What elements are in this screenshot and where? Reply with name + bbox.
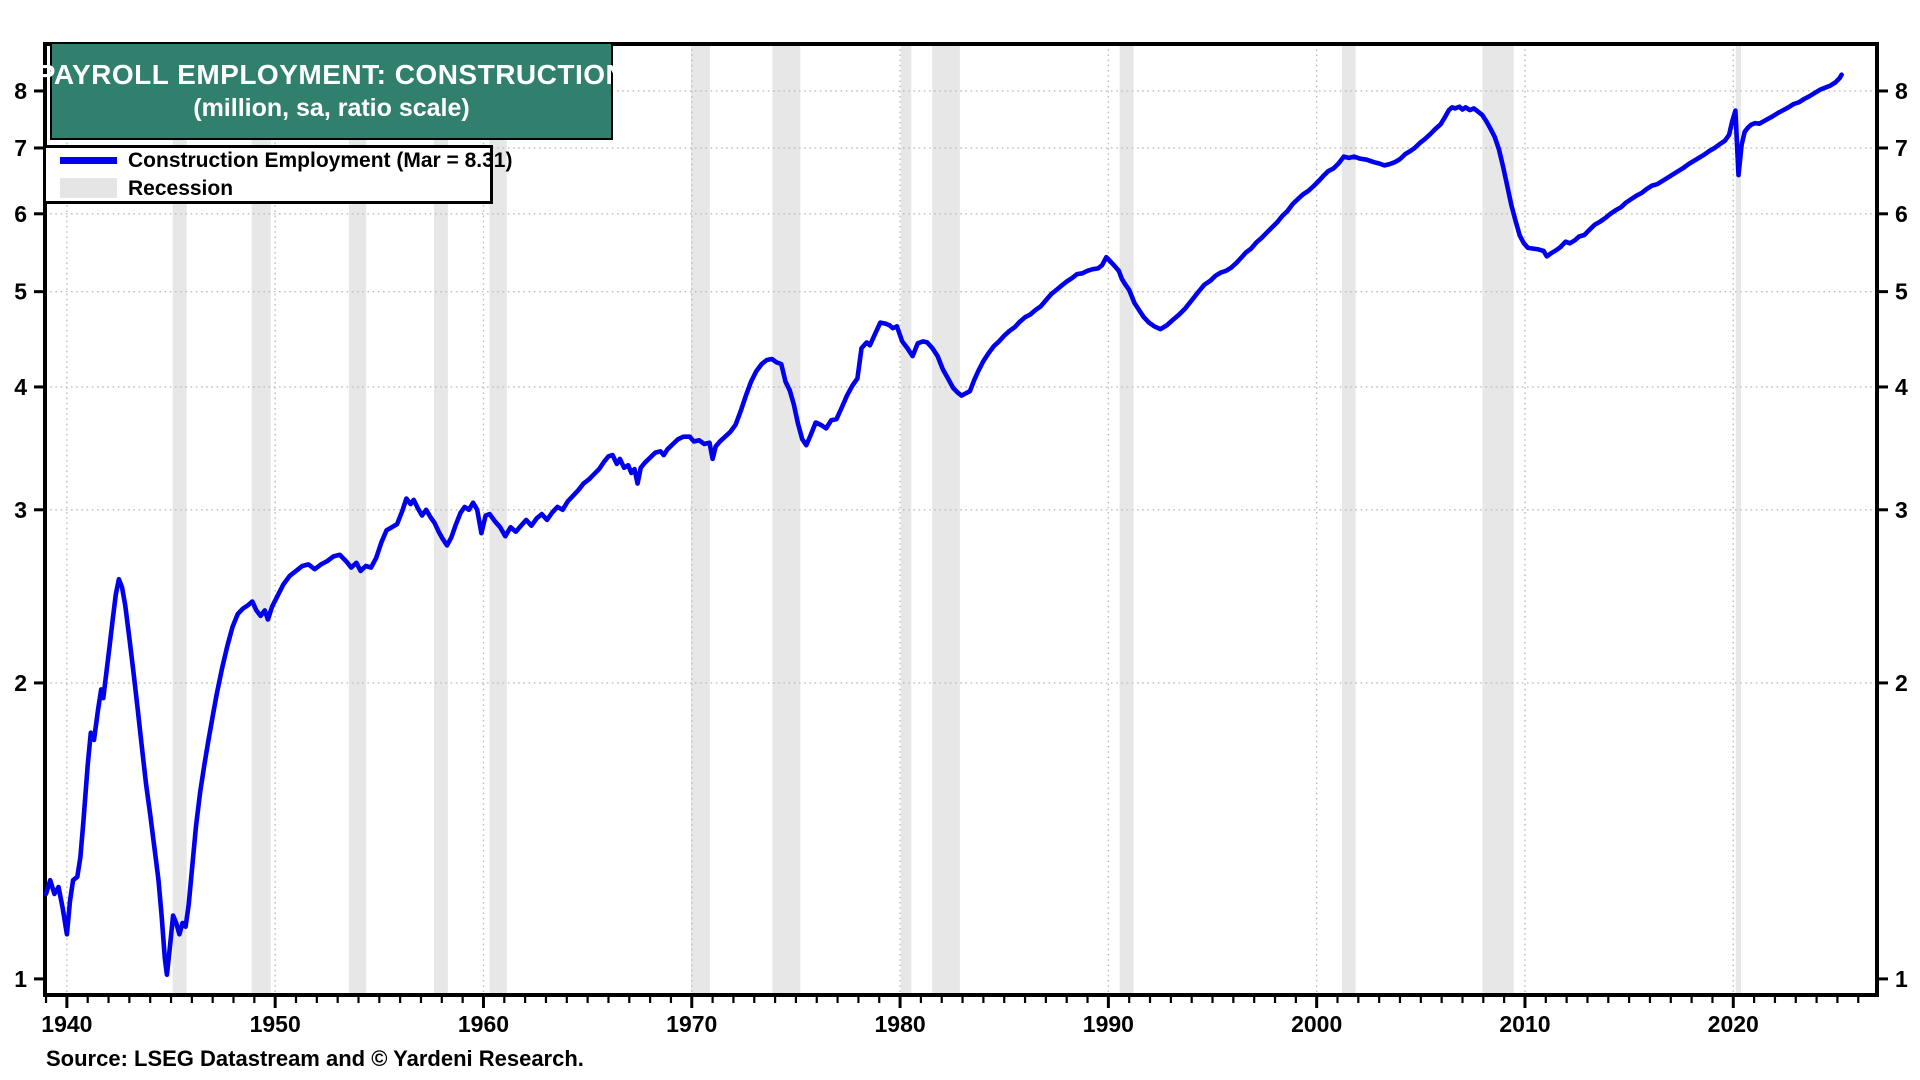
recession-band <box>932 44 960 995</box>
recession-band <box>1735 44 1741 995</box>
recession-band <box>433 44 448 995</box>
recession-band <box>900 44 912 995</box>
x-axis-label: 2020 <box>1708 1011 1759 1037</box>
recession-band <box>489 44 507 995</box>
recession-band <box>1341 44 1356 995</box>
x-axis-label: 1970 <box>666 1011 717 1037</box>
source-attribution: Source: LSEG Datastream and © Yardeni Re… <box>46 1046 584 1071</box>
y-axis-label-left: 3 <box>14 497 27 523</box>
series-line-swatch <box>60 157 117 165</box>
y-axis-label-left: 8 <box>14 78 27 104</box>
recession-band <box>348 44 367 995</box>
chart-title: PAYROLL EMPLOYMENT: CONSTRUCTION <box>36 59 627 90</box>
y-axis-label-right: 4 <box>1895 374 1908 400</box>
recession-band <box>690 44 710 995</box>
legend-item-series: Construction Employment (Mar = 8.31) <box>60 148 512 174</box>
y-axis-label-right: 3 <box>1895 497 1908 523</box>
recession-band <box>1119 44 1134 995</box>
x-axis-label: 1960 <box>458 1011 509 1037</box>
x-axis-label: 1980 <box>874 1011 925 1037</box>
legend-series-label: Construction Employment (Mar = 8.31) <box>128 149 513 173</box>
y-axis-label-right: 5 <box>1895 279 1908 305</box>
y-axis-label-left: 5 <box>14 279 27 305</box>
x-axis-label: 1990 <box>1083 1011 1134 1037</box>
chart-title-box: PAYROLL EMPLOYMENT: CONSTRUCTION (millio… <box>37 42 626 140</box>
y-axis-label-left: 2 <box>14 670 27 696</box>
chart-subtitle: (million, sa, ratio scale) <box>193 94 470 122</box>
y-axis-label-right: 1 <box>1895 966 1908 992</box>
y-axis-label-right: 6 <box>1895 201 1908 227</box>
recession-band <box>172 44 187 995</box>
y-axis-label-right: 2 <box>1895 670 1908 696</box>
recession-swatch <box>60 178 117 199</box>
legend-recession-label: Recession <box>128 176 234 200</box>
x-axis-label: 1950 <box>250 1011 301 1037</box>
y-axis-label-left: 1 <box>14 966 27 992</box>
blue-line-icon <box>60 157 117 165</box>
x-axis-label: 1940 <box>41 1011 92 1037</box>
plot-frame <box>43 42 1879 997</box>
employment-line <box>43 72 1844 977</box>
legend: Construction Employment (Mar = 8.31) Rec… <box>43 145 512 204</box>
x-axis-label: 2010 <box>1499 1011 1550 1037</box>
y-axis-label-left: 7 <box>14 135 27 161</box>
y-axis-label-right: 8 <box>1895 78 1908 104</box>
y-axis-label-left: 4 <box>14 374 27 400</box>
recession-band <box>251 44 271 995</box>
legend-item-recession: Recession <box>60 176 490 202</box>
x-axis-label: 2000 <box>1291 1011 1342 1037</box>
y-axis-label-right: 7 <box>1895 135 1908 161</box>
recession-band <box>772 44 801 995</box>
recession-band-icon <box>60 178 117 199</box>
y-axis-label-left: 6 <box>14 201 27 227</box>
